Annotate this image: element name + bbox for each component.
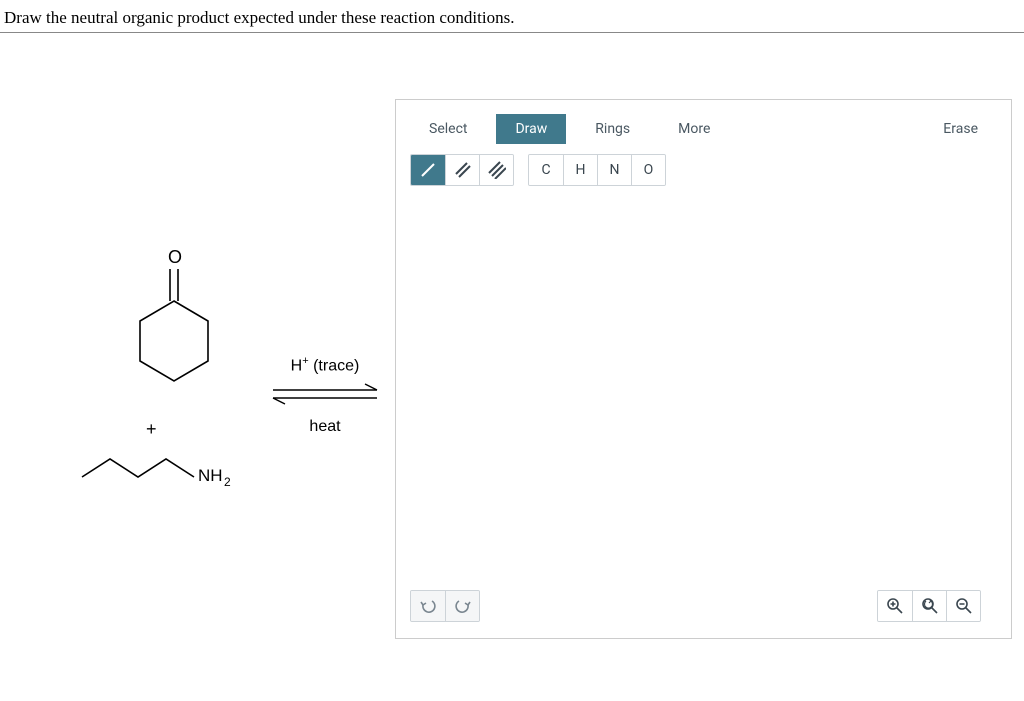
svg-text:O: O	[168, 247, 182, 267]
undo-icon	[420, 598, 436, 614]
conditions-bottom: heat	[260, 418, 390, 436]
conditions-top: H+ (trace)	[260, 355, 390, 375]
double-bond-tool[interactable]	[445, 155, 479, 185]
reactant-amine: NH 2	[80, 437, 260, 502]
drawing-editor: Select Draw Rings More Erase	[395, 99, 1012, 639]
zoom-in-button[interactable]	[878, 591, 912, 621]
zoom-out-button[interactable]	[946, 591, 980, 621]
triple-bond-icon	[488, 161, 506, 179]
tab-rings[interactable]: Rings	[576, 114, 649, 144]
equilibrium-arrow	[265, 381, 385, 407]
zoom-in-icon	[886, 597, 904, 615]
atom-c-tool[interactable]: C	[529, 155, 563, 185]
zoom-reset-button[interactable]	[912, 591, 946, 621]
tab-select[interactable]: Select	[410, 114, 486, 144]
atom-tool-group: C H N O	[528, 154, 666, 186]
undo-button[interactable]	[411, 591, 445, 621]
atom-h-tool[interactable]: H	[563, 155, 597, 185]
zoom-out-icon	[955, 597, 973, 615]
svg-text:NH: NH	[198, 466, 223, 485]
svg-text:2: 2	[224, 475, 231, 489]
tab-erase[interactable]: Erase	[924, 114, 997, 144]
zoom-reset-icon	[921, 597, 939, 615]
tool-row: C H N O	[396, 154, 1011, 200]
single-bond-icon	[419, 161, 437, 179]
question-prompt: Draw the neutral organic product expecte…	[0, 0, 1024, 33]
drawing-canvas[interactable]	[396, 210, 1011, 578]
reaction-panel: O + NH 2 H+ (trace)	[0, 37, 395, 697]
reactant-ketone: O	[108, 247, 218, 402]
atom-n-tool[interactable]: N	[597, 155, 631, 185]
tab-more[interactable]: More	[659, 114, 729, 144]
triple-bond-tool[interactable]	[479, 155, 513, 185]
double-bond-icon	[454, 161, 472, 179]
history-tools	[410, 590, 480, 622]
tab-draw[interactable]: Draw	[496, 114, 566, 144]
atom-o-tool[interactable]: O	[631, 155, 665, 185]
redo-icon	[455, 598, 471, 614]
editor-panel: Select Draw Rings More Erase	[395, 37, 1024, 697]
content-area: O + NH 2 H+ (trace)	[0, 37, 1024, 697]
single-bond-tool[interactable]	[411, 155, 445, 185]
reaction-arrow-block: H+ (trace) heat	[260, 355, 390, 436]
zoom-tools	[877, 590, 981, 622]
redo-button[interactable]	[445, 591, 479, 621]
mode-tabs: Select Draw Rings More Erase	[396, 100, 1011, 154]
bond-tool-group	[410, 154, 514, 186]
